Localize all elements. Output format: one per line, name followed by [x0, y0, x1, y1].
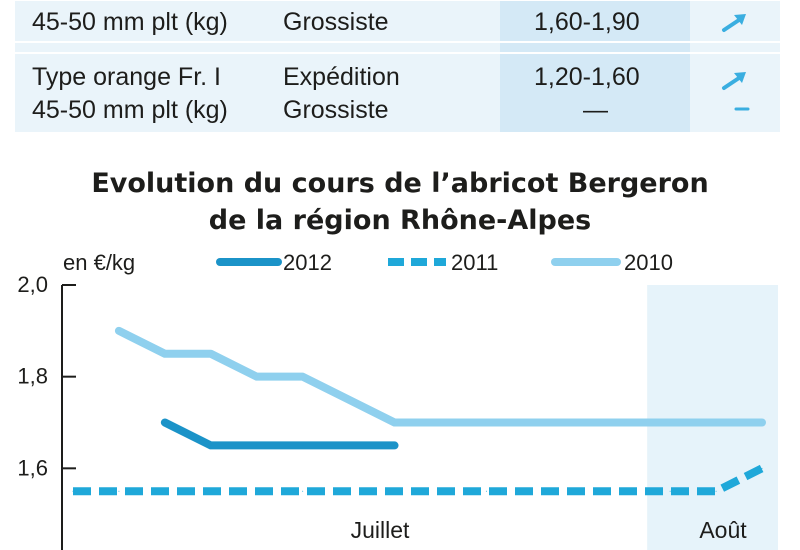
data-point-2011 [164, 490, 166, 492]
price-column-band [500, 0, 690, 132]
price-cell: — [583, 96, 608, 124]
data-point-2012 [394, 444, 396, 446]
y-tick-label: 1,8 [17, 364, 48, 389]
data-point-2010 [669, 422, 671, 423]
data-point-2012 [210, 444, 212, 446]
data-point-2010 [577, 422, 579, 423]
product-cell: 45-50 mm plt (kg) [32, 96, 228, 124]
data-point-2011 [669, 490, 671, 492]
data-point-2010 [348, 399, 350, 401]
y-tick-label: 1,6 [17, 455, 48, 480]
data-point-2011 [348, 490, 350, 492]
data-point-2010 [118, 330, 120, 332]
y-tick-label: 1,4 [17, 547, 48, 550]
data-point-2010 [256, 376, 258, 378]
data-point-2011 [256, 490, 258, 492]
row-separator [15, 0, 780, 1]
data-point-2012 [302, 444, 304, 446]
data-point-2011 [715, 490, 717, 492]
data-point-2011 [72, 490, 74, 492]
product-cell: 45-50 mm plt (kg) [32, 8, 228, 36]
data-point-2012 [348, 444, 350, 446]
data-point-2010 [715, 422, 717, 423]
data-point-2011 [302, 490, 304, 492]
data-point-2012 [164, 422, 166, 423]
data-point-2010 [439, 422, 441, 423]
row-separator [15, 52, 780, 54]
chart-title-line: Evolution du cours de l’abricot Bergeron [91, 168, 709, 199]
stage-cell: Grossiste [283, 8, 389, 36]
data-point-2010 [210, 353, 212, 355]
data-point-2010 [485, 422, 487, 423]
y-tick-label: 2,0 [17, 272, 48, 297]
chart-title-line: de la région Rhône-Alpes [208, 205, 592, 236]
data-point-2010 [623, 422, 625, 423]
data-point-2010 [394, 422, 396, 423]
price-cell: 1,60-1,90 [534, 8, 640, 36]
month-shade-aout [647, 285, 778, 550]
data-point-2011 [531, 490, 533, 492]
chart-title: Evolution du cours de l’abricot Bergeron… [0, 165, 800, 239]
data-point-2011 [577, 490, 579, 492]
price-cell: 1,20-1,60 [534, 63, 640, 91]
month-label: Juillet [351, 517, 410, 543]
icon-color [734, 14, 746, 25]
stage-cell: Grossiste [283, 96, 389, 124]
up-arrow-icon [722, 14, 746, 32]
month-label: Août [699, 517, 747, 543]
stage-cell: Expédition [283, 63, 400, 91]
data-point-2010 [302, 376, 304, 378]
legend-label-2012: 2012 [283, 250, 332, 275]
data-point-2011 [394, 490, 396, 492]
row-separator [15, 41, 780, 43]
data-point-2011 [761, 467, 763, 469]
data-point-2011 [439, 490, 441, 492]
data-point-2012 [256, 444, 258, 446]
data-point-2010 [761, 422, 763, 423]
data-point-2010 [164, 353, 166, 355]
legend-label-2011: 2011 [451, 250, 498, 275]
up-arrow-icon [722, 72, 746, 90]
dash-icon [734, 107, 750, 111]
price-table: 45-50 mm plt (kg) Grossiste 1,60-1,90 Ty… [15, 0, 780, 132]
data-point-2011 [485, 490, 487, 492]
data-point-2010 [531, 422, 533, 423]
series-line-2012 [160, 418, 399, 450]
y-unit-label: en €/kg [63, 250, 135, 275]
legend-label-2010: 2010 [624, 250, 673, 275]
icon-color [734, 72, 746, 83]
data-point-2011 [118, 490, 120, 492]
series-line-2011 [73, 464, 764, 496]
data-point-2011 [623, 490, 625, 492]
product-cell: Type orange Fr. I [32, 63, 221, 91]
data-point-2011 [210, 490, 212, 492]
